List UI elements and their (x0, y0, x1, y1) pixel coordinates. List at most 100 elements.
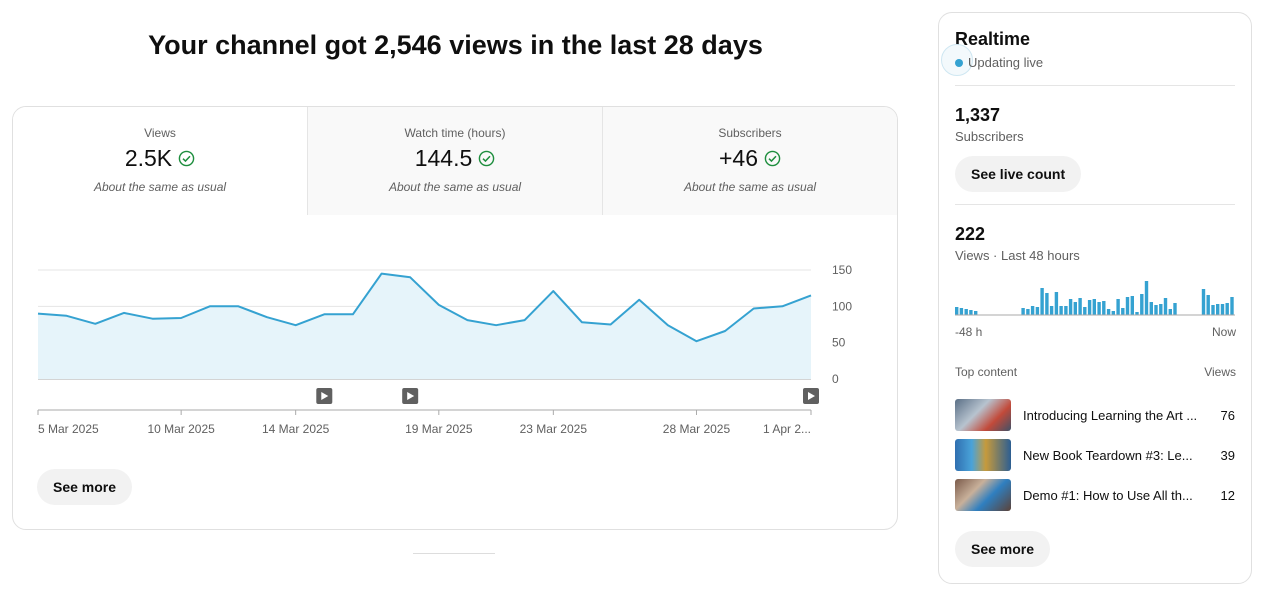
realtime-bar (1049, 306, 1054, 315)
tab-value: 2.5K (124, 145, 173, 171)
check-circle-icon (764, 150, 781, 167)
live-status-label: Updating live (968, 55, 1044, 70)
views-area (38, 273, 811, 379)
divider (413, 553, 495, 554)
tab-label: Views (144, 126, 176, 140)
views-column-label: Views (1204, 365, 1236, 379)
realtime-bar (1154, 305, 1158, 315)
realtime-bar (1220, 304, 1225, 315)
realtime-bar (1206, 295, 1210, 315)
realtime-bar (1163, 298, 1168, 315)
realtime-bar (969, 310, 973, 315)
realtime-bar (1168, 309, 1172, 315)
realtime-bar (1068, 299, 1073, 315)
subscribers-label: Subscribers (955, 129, 1024, 144)
video-title: Demo #1: How to Use All th... (1023, 487, 1193, 503)
video-views: 76 (1220, 407, 1235, 423)
realtime-bar (1216, 304, 1220, 315)
video-views: 12 (1220, 487, 1235, 503)
y-tick-label: 100 (832, 299, 852, 313)
x-tick-label: 1 Apr 2... (763, 422, 811, 436)
realtime-bar (1230, 297, 1234, 315)
tab-comparison: About the same as usual (93, 180, 227, 194)
realtime-views-count: 222 (955, 224, 986, 244)
realtime-bar (1026, 309, 1030, 315)
realtime-bar-chart (955, 281, 1235, 316)
video-marker-icon[interactable] (316, 388, 333, 404)
y-tick-label: 50 (832, 336, 846, 350)
realtime-bar (1073, 302, 1077, 315)
x-tick-label: 19 Mar 2025 (405, 422, 473, 436)
top-content-item[interactable]: New Book Teardown #3: Le... 39 (955, 439, 1235, 471)
realtime-bar (1054, 292, 1059, 315)
x-tick-label: 14 Mar 2025 (262, 422, 330, 436)
realtime-bar (1201, 289, 1206, 315)
realtime-bar (1173, 303, 1177, 315)
realtime-bar (1140, 294, 1144, 315)
realtime-bar (955, 307, 959, 315)
views-line (37, 272, 812, 343)
live-dot-icon (955, 58, 963, 67)
metric-tabs: Views 2.5K About the same as usual Watch… (13, 107, 897, 215)
video-marker-icon[interactable] (803, 388, 819, 404)
realtime-bar (959, 308, 964, 315)
views-chart: 150 100 50 0 5 Mar 2025 10 Mar 2025 14 Mar 202… (37, 263, 852, 436)
realtime-bar (1035, 307, 1040, 315)
tab-label: Subscribers (718, 126, 782, 140)
tab-comparison: About the same as usual (388, 180, 522, 194)
realtime-bar (1078, 298, 1082, 315)
realtime-views-label: Views · Last 48 hours (955, 248, 1080, 263)
realtime-bar (1097, 302, 1101, 315)
realtime-bar (1087, 300, 1092, 315)
realtime-bar (1130, 296, 1134, 315)
axis-end-label: Now (1211, 325, 1236, 339)
overview-card: Views 2.5K About the same as usual Watch… (12, 106, 898, 530)
divider (955, 204, 1235, 205)
realtime-bar (974, 311, 978, 315)
video-marker-icon[interactable] (402, 388, 419, 404)
realtime-see-more-button[interactable]: See more (955, 531, 1051, 567)
top-content-item[interactable]: Introducing Learning the Art ... 76 (955, 399, 1235, 431)
realtime-bar (1102, 301, 1106, 315)
tab-watch-time[interactable]: Watch time (hours) 144.5 About the same … (307, 107, 602, 215)
realtime-bar (1021, 308, 1025, 315)
video-thumbnail (955, 479, 1011, 511)
live-status: Updating live (955, 55, 1043, 70)
realtime-bar (1116, 299, 1120, 315)
divider (955, 85, 1235, 86)
tab-label: Watch time (hours) (404, 126, 506, 140)
axis-start-label: -48 h (955, 325, 983, 339)
tab-value: +46 (718, 145, 758, 171)
video-thumbnail (955, 439, 1011, 471)
x-tick-label: 10 Mar 2025 (147, 422, 215, 436)
see-more-button[interactable]: See more (37, 469, 133, 505)
video-title: Introducing Learning the Art ... (1023, 407, 1198, 423)
tab-subscribers[interactable]: Subscribers +46 About the same as usual (602, 107, 897, 215)
tab-views[interactable]: Views 2.5K About the same as usual (13, 107, 307, 215)
video-title: New Book Teardown #3: Le... (1023, 447, 1193, 463)
tab-value: 144.5 (414, 145, 473, 171)
top-content-label: Top content (955, 365, 1018, 379)
realtime-bar (964, 309, 968, 315)
video-views: 39 (1220, 447, 1235, 463)
page-headline: Your channel got 2,546 views in the last… (148, 30, 763, 60)
y-tick-label: 150 (832, 263, 852, 277)
realtime-bar (1106, 309, 1111, 315)
realtime-bar (1211, 305, 1215, 315)
see-live-count-button[interactable]: See live count (955, 156, 1082, 192)
check-circle-icon (478, 150, 495, 167)
realtime-bar (1040, 288, 1044, 315)
top-content-item[interactable]: Demo #1: How to Use All th... 12 (955, 479, 1235, 511)
check-circle-icon (178, 150, 195, 167)
x-tick-label: 5 Mar 2025 (38, 422, 99, 436)
realtime-bar (1225, 303, 1229, 315)
realtime-bar (1083, 307, 1087, 315)
x-tick-label: 23 Mar 2025 (520, 422, 588, 436)
realtime-bar (1121, 308, 1125, 315)
realtime-card: Realtime Updating live 1,337 Subscribers… (938, 12, 1252, 584)
realtime-bar (1149, 302, 1153, 315)
tab-comparison: About the same as usual (683, 180, 817, 194)
realtime-bar (1144, 281, 1149, 315)
realtime-bar (1111, 311, 1115, 315)
realtime-bar (1030, 306, 1035, 315)
